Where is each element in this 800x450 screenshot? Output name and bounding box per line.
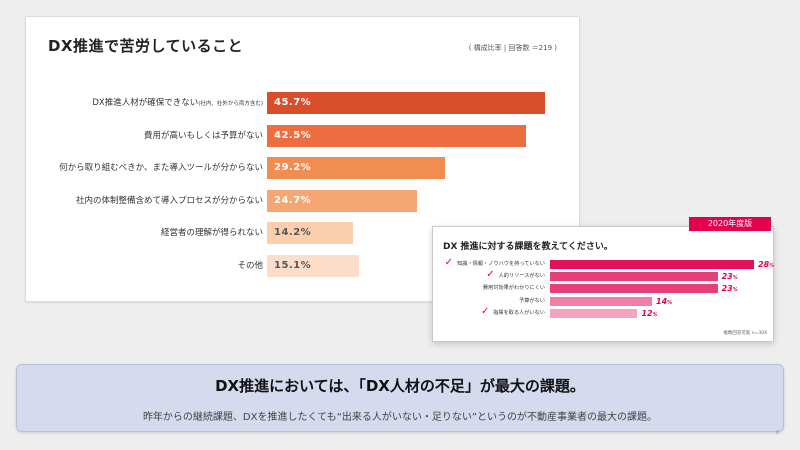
bar-category-text: その他 (237, 260, 263, 271)
inset-bar (550, 260, 754, 269)
inset-title: DX 推進に対する課題を教えてください。 (443, 242, 613, 252)
bar-row: 何から取り組むべきか、また導入ツールが分からない 29.2% (26, 157, 579, 179)
bar-category-text: 社内の体制整備含めて導入プロセスが分からない (75, 195, 263, 206)
inset-value-unit: % (732, 287, 738, 294)
inset-value-number: 14 (656, 296, 668, 306)
inset-bar-value: 14% (656, 297, 672, 306)
bar (267, 157, 445, 179)
bar-value-label: 24.7% (274, 194, 312, 206)
inset-category-label: 人的リソースがない (498, 273, 545, 280)
bar-value-label: 15.1% (274, 259, 312, 271)
bar-category-label: 何から取り組むべきか、また導入ツールが分からない (59, 157, 263, 179)
inset-bar-row: 予算がない 14% (433, 296, 773, 306)
inset-value-number: 23 (721, 284, 733, 294)
inset-bar-value: 23% (722, 284, 738, 293)
inset-bar-row: 指揮を取る人がいない ✓ 12% (433, 305, 773, 318)
bar-category-text: DX推進人材が確保できない (92, 98, 199, 108)
check-icon: ✓ (486, 269, 495, 281)
bar-category-subtext: (社内、社外から両方含む) (198, 101, 263, 107)
year-badge: 2020年度版 (689, 217, 771, 231)
summary-banner: DX推進においては、「DX人材の不足」が最大の課題。 昨年からの継続課題、DXを… (16, 364, 784, 432)
inset-bar-value: 23% (722, 272, 738, 281)
inset-bar-row: 知識・情報・ノウハウを持っていない ✓ 28% (433, 257, 774, 269)
bar-row: 経営者の理解が得られない 14.2% (26, 222, 579, 244)
banner-headline: DX推進においては、「DX人材の不足」が最大の課題。 (215, 377, 585, 395)
inset-category-label: 指揮を取る人がいない (493, 309, 545, 316)
inset-category-label: 費用対効果がわかりにくい (482, 285, 545, 292)
inset-bar (550, 284, 718, 294)
inset-value-unit: % (769, 263, 775, 269)
bar (267, 92, 545, 114)
bar (267, 124, 526, 147)
page-number: 6 (776, 430, 780, 436)
inset-bar (550, 308, 638, 318)
bar (267, 222, 354, 244)
bar (267, 189, 418, 212)
bar-row: その他 15.1% (26, 254, 579, 277)
bar-category-label: 費用が高いもしくは予算がない (144, 125, 263, 147)
inset-value-unit: % (732, 275, 738, 282)
check-icon: ✓ (481, 305, 490, 317)
bar-category-label: その他 (237, 255, 263, 277)
bar-category-text: 何から取り組むべきか、また導入ツールが分からない (59, 163, 263, 173)
inset-bar-row: 費用対効果がわかりにくい 23% (433, 284, 773, 294)
chart-title: DX推進で苦労していること (48, 37, 244, 55)
inset-category-label: 知識・情報・ノウハウを持っていない (457, 261, 545, 267)
respondent-note: ( 構成比率 | 回答数 ＝219 ) (468, 44, 557, 52)
inset-value-number: 23 (721, 272, 733, 282)
inset-value-unit: % (652, 311, 658, 318)
bar-category-text: 経営者の理解が得られない (160, 228, 263, 238)
bar-value-label: 42.5% (274, 129, 312, 141)
check-icon: ✓ (444, 257, 453, 268)
bar-value-label: 29.2% (274, 162, 312, 173)
inset-category-label: 予算がない (519, 297, 545, 304)
inset-bar-row: 人的リソースがない ✓ 23% (433, 269, 773, 282)
bar-category-text: 費用が高いもしくは予算がない (143, 130, 263, 141)
bar-category-label: DX推進人材が確保できない(社内、社外から両方含む) (92, 92, 263, 114)
bar-category-label: 経営者の理解が得られない (161, 222, 263, 244)
inset-bar (550, 272, 718, 282)
main-chart-panel: DX推進で苦労していること ( 構成比率 | 回答数 ＝219 ) DX推進人材… (25, 16, 580, 302)
bar-row: DX推進人材が確保できない(社内、社外から両方含む) 45.7% (26, 92, 579, 114)
bar-row: 社内の体制整備含めて導入プロセスが分からない 24.7% (26, 189, 579, 212)
bar-category-label: 社内の体制整備含めて導入プロセスが分からない (76, 190, 263, 212)
inset-value-number: 28 (758, 260, 770, 269)
bar-value-label: 45.7% (274, 97, 312, 108)
inset-bar-value: 12% (641, 309, 657, 318)
banner-subtext: 昨年からの継続課題、DXを推進したくても“出来る人がいない・足りない”というのが… (142, 412, 658, 423)
inset-value-number: 12 (641, 308, 653, 318)
inset-note: 複数回答可能 n=304 (723, 331, 767, 336)
bar-row: 費用が高いもしくは予算がない 42.5% (26, 124, 579, 147)
inset-2020-panel: 2020年度版 DX 推進に対する課題を教えてください。 知識・情報・ノウハウを… (432, 217, 774, 342)
inset-bar (550, 296, 652, 306)
inset-bar-value: 28% (758, 260, 774, 269)
bar (267, 254, 359, 277)
bar-value-label: 14.2% (274, 227, 312, 238)
inset-value-unit: % (667, 299, 673, 306)
